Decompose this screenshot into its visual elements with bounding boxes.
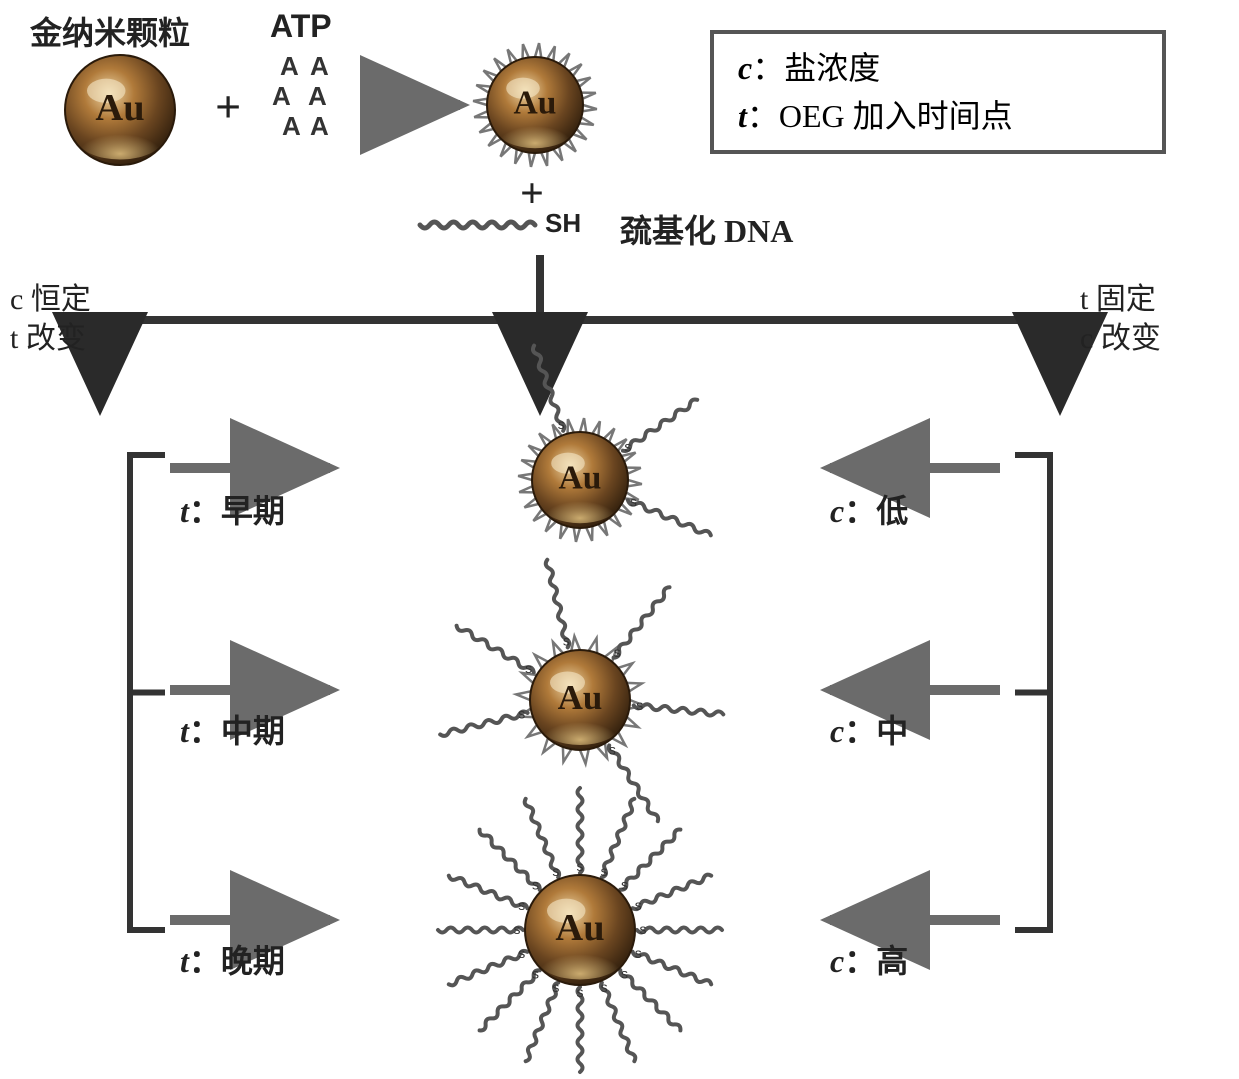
dna-strand: s: [637, 921, 722, 937]
legend-symbol-c: c: [738, 50, 752, 86]
branch-right-label: t 固定c 改变: [1080, 280, 1161, 358]
thiol-dna-icon: [420, 222, 535, 228]
dna-strand: s: [546, 560, 570, 649]
dna-strand: s: [480, 966, 540, 1031]
diagram-canvas: AuAAAAAAAusssAussssssAussssssssssssssssA…: [0, 0, 1239, 1079]
svg-text:A: A: [310, 111, 329, 141]
dna-strand: s: [601, 979, 636, 1061]
svg-text:s: s: [624, 438, 631, 454]
dna-strand: s: [633, 875, 712, 913]
plus-1: +: [215, 80, 241, 133]
svg-text:s: s: [563, 633, 570, 649]
svg-text:A: A: [282, 111, 301, 141]
gold-nanoparticle: Au: [530, 650, 630, 750]
dna-strand: s: [577, 788, 584, 874]
dna-strand: s: [623, 400, 697, 455]
legend-text-c: ：盐浓度: [752, 50, 880, 86]
svg-text:s: s: [635, 945, 642, 961]
dna-strand: s: [438, 921, 523, 937]
svg-text:Au: Au: [555, 907, 604, 949]
svg-text:Au: Au: [559, 460, 602, 497]
svg-text:Au: Au: [558, 678, 603, 717]
gold-nanoparticle: Au: [525, 875, 635, 985]
svg-text:s: s: [640, 921, 647, 937]
gold-nanoparticle: Au: [532, 432, 628, 528]
label-sh: SH: [545, 208, 581, 239]
dna-strand: s: [628, 494, 711, 536]
dna-strand: s: [449, 876, 528, 913]
dna-strand: s: [601, 799, 635, 879]
svg-text:A: A: [310, 51, 329, 81]
svg-text:A: A: [272, 81, 291, 111]
gold-nanoparticle: Au: [487, 57, 583, 153]
label-aunp: 金纳米颗粒: [30, 8, 190, 54]
svg-text:s: s: [577, 984, 584, 1000]
dna-strand: s: [440, 705, 527, 736]
cond-left-2: t：中期: [180, 706, 285, 752]
plus-2: +: [520, 170, 544, 218]
cond-right-2: c：中: [830, 706, 908, 752]
svg-text:s: s: [525, 660, 532, 676]
gold-nanoparticle: Au: [65, 55, 175, 165]
svg-text:Au: Au: [514, 85, 557, 122]
svg-text:A: A: [280, 51, 299, 81]
svg-text:s: s: [621, 876, 628, 892]
dna-strand: s: [634, 697, 724, 716]
svg-text:s: s: [621, 966, 628, 982]
svg-text:s: s: [558, 416, 565, 432]
dna-strand: s: [614, 587, 670, 660]
dna-strand: s: [449, 945, 528, 985]
dna-strand: s: [620, 830, 680, 893]
label-atp: ATP: [270, 8, 332, 45]
svg-text:A: A: [308, 81, 327, 111]
svg-text:s: s: [518, 705, 525, 721]
legend-symbol-t: t: [738, 98, 747, 134]
cond-right-1: c：低: [830, 486, 908, 532]
cond-left-1: t：早期: [180, 486, 285, 532]
svg-text:s: s: [518, 897, 525, 913]
svg-text:s: s: [532, 966, 539, 982]
svg-text:s: s: [514, 921, 521, 937]
dna-strand: s: [526, 979, 560, 1061]
svg-text:s: s: [601, 863, 608, 879]
svg-text:s: s: [518, 945, 525, 961]
svg-text:s: s: [577, 858, 584, 874]
dna-strand: s: [577, 984, 584, 1072]
dna-strand: s: [457, 626, 534, 676]
svg-text:s: s: [552, 863, 559, 879]
svg-text:s: s: [630, 494, 637, 510]
svg-text:Au: Au: [95, 87, 144, 129]
label-thiol-dna: 巯基化 DNA: [620, 206, 793, 252]
svg-text:s: s: [636, 697, 643, 713]
svg-text:s: s: [609, 741, 616, 757]
dna-strand: s: [633, 945, 712, 984]
svg-text:s: s: [614, 644, 621, 660]
dna-strand: s: [480, 830, 540, 893]
cond-left-3: t：晚期: [180, 936, 285, 982]
cond-right-3: c：高: [830, 936, 908, 982]
svg-text:s: s: [532, 876, 539, 892]
svg-text:s: s: [635, 897, 642, 913]
dna-strand: s: [525, 799, 560, 879]
dna-strand: s: [620, 966, 680, 1031]
branch-left-label: c 恒定t 改变: [10, 280, 91, 358]
legend-box: c：盐浓度 t：OEG 加入时间点: [710, 30, 1166, 154]
legend-text-t: ：OEG 加入时间点: [747, 98, 1013, 134]
